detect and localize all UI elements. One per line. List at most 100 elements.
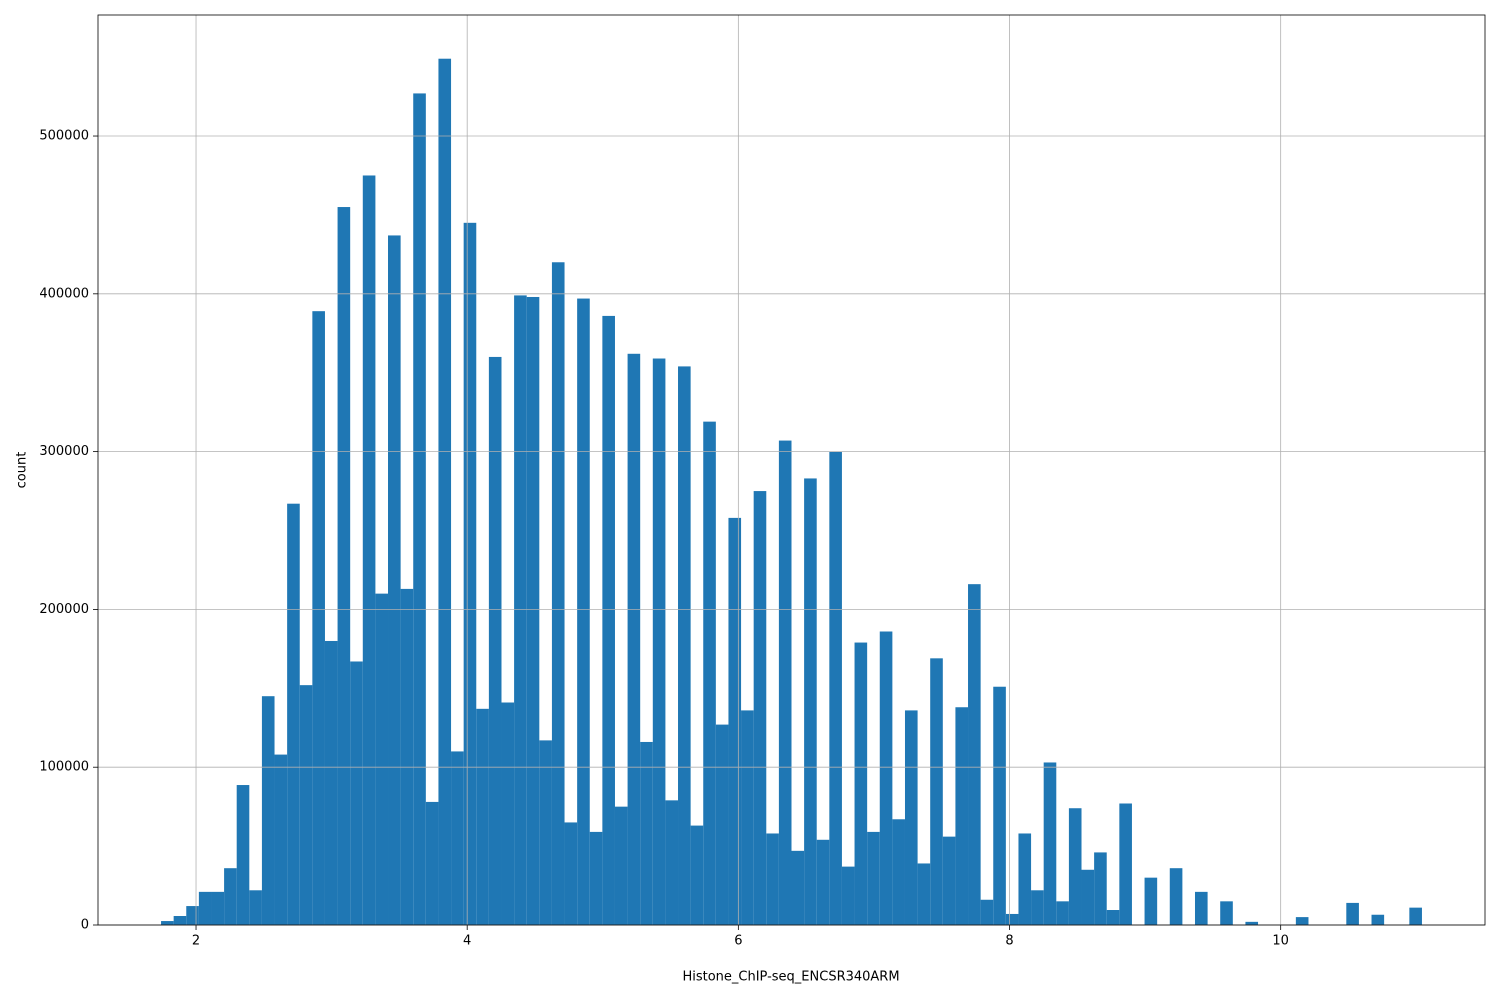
y-tick-label: 400000 — [39, 286, 89, 301]
bar — [854, 642, 868, 925]
bar — [766, 833, 779, 925]
bar — [312, 311, 325, 925]
y-axis-label: count — [15, 452, 30, 489]
bar — [249, 890, 262, 925]
bar — [425, 801, 439, 925]
bar — [526, 296, 540, 925]
bar — [287, 503, 300, 925]
bar — [955, 707, 969, 925]
bar — [614, 806, 628, 925]
y-tick-label: 100000 — [39, 760, 89, 775]
y-tick-label: 300000 — [39, 444, 89, 459]
bar — [1106, 910, 1120, 925]
bar — [778, 440, 792, 925]
bar — [463, 222, 477, 925]
bar — [652, 358, 666, 925]
bar — [980, 899, 994, 925]
bar — [904, 710, 918, 925]
bar — [942, 836, 956, 925]
bar — [501, 702, 515, 925]
bar — [690, 825, 704, 925]
bar — [1144, 877, 1158, 925]
bar — [362, 175, 376, 925]
bar — [665, 800, 679, 925]
bar — [1220, 901, 1233, 925]
y-tick-label: 500000 — [39, 129, 89, 144]
bar — [161, 921, 174, 925]
bar — [728, 517, 742, 925]
bar — [451, 751, 464, 925]
bar — [1119, 803, 1132, 925]
bar — [930, 658, 943, 925]
bar — [589, 831, 603, 925]
bar — [1068, 808, 1082, 925]
bar — [678, 366, 691, 925]
bar — [299, 685, 313, 925]
bar — [741, 710, 754, 925]
bar — [236, 785, 250, 925]
bar — [640, 741, 653, 925]
bar — [1295, 917, 1309, 925]
bar — [577, 298, 590, 926]
bar — [375, 593, 389, 925]
bar — [816, 839, 830, 925]
bar — [1056, 901, 1069, 925]
bar — [539, 740, 552, 925]
bar — [917, 863, 931, 925]
bar — [627, 353, 641, 926]
bar — [186, 906, 199, 925]
bar — [211, 891, 225, 925]
bar — [715, 724, 729, 925]
bar — [476, 708, 489, 925]
y-tick-label: 0 — [81, 918, 89, 933]
x-tick-label: 2 — [192, 934, 200, 949]
bar — [753, 491, 767, 925]
x-tick-label: 10 — [1272, 934, 1289, 949]
bar — [1346, 902, 1359, 925]
bar — [1018, 833, 1032, 925]
bar — [841, 866, 855, 925]
bar — [1169, 868, 1183, 925]
x-axis-label: Histone_ChIP-seq_ENCSR340ARM — [682, 970, 899, 985]
bar — [438, 58, 452, 925]
bar — [388, 235, 401, 925]
bar — [551, 262, 565, 925]
bar — [564, 822, 578, 925]
bar — [791, 850, 805, 925]
bar — [829, 451, 842, 925]
bar — [274, 754, 288, 925]
bar — [892, 819, 905, 925]
bar — [804, 478, 817, 925]
bar — [198, 891, 212, 925]
bar — [488, 356, 502, 926]
bar — [1194, 891, 1208, 925]
bar — [173, 916, 187, 925]
bar — [224, 868, 237, 925]
bar — [413, 93, 426, 926]
x-tick-label: 8 — [1005, 934, 1013, 949]
bar — [703, 421, 716, 925]
bar — [324, 640, 338, 925]
x-tick-label: 4 — [463, 934, 471, 949]
plot-frame — [97, 14, 1486, 926]
bar — [514, 295, 527, 926]
bar — [993, 686, 1006, 925]
bar — [261, 696, 275, 925]
bar — [337, 207, 351, 926]
bar — [400, 588, 414, 925]
bar — [968, 584, 981, 925]
bar — [350, 661, 363, 925]
bar — [879, 631, 893, 925]
x-tick-label: 6 — [734, 934, 742, 949]
bar — [1371, 914, 1385, 925]
bar — [1043, 762, 1057, 925]
bar — [867, 831, 880, 925]
bar — [1094, 852, 1107, 925]
bar — [1245, 921, 1259, 925]
bar — [1409, 907, 1422, 925]
bar — [1031, 890, 1044, 925]
bar — [1081, 869, 1095, 925]
bar — [602, 315, 615, 925]
bar — [1005, 913, 1019, 925]
